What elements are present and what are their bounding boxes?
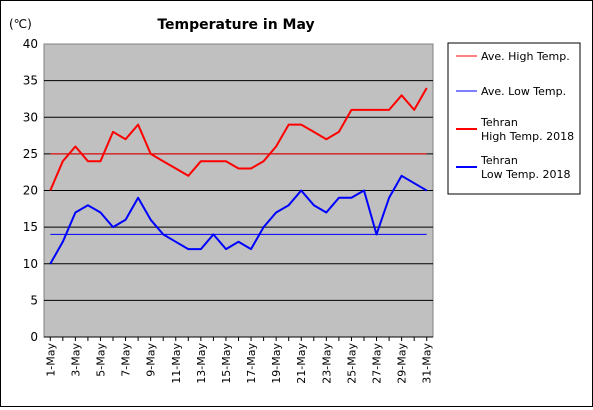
y-tick-label: 20 bbox=[23, 184, 38, 198]
y-tick-label: 40 bbox=[23, 37, 38, 51]
x-tick-label: 21-May bbox=[295, 343, 308, 384]
x-tick-label: 31-May bbox=[421, 343, 434, 384]
x-tick-label: 27-May bbox=[371, 343, 384, 384]
x-tick-label: 15-May bbox=[220, 343, 233, 384]
x-tick-label: 7-May bbox=[120, 343, 133, 377]
y-tick-label: 0 bbox=[30, 330, 38, 344]
legend-label-0: Ave. High Temp. bbox=[481, 50, 570, 63]
unit-label: (℃) bbox=[9, 17, 32, 31]
y-axis-ticks: 0 5 10 15 20 25 30 35 40 bbox=[23, 37, 38, 344]
x-axis-ticks: 1-May 3-May 5-May 7-May 9-May 11-May 13-May 15-… bbox=[44, 336, 434, 384]
y-tick-label: 35 bbox=[23, 74, 38, 88]
series-line-3 bbox=[49, 174, 428, 265]
legend-label-3: Tehran Low Temp. 2018 bbox=[480, 154, 570, 181]
x-tick-label: 9-May bbox=[145, 343, 158, 377]
legend-entries: Ave. High Temp. Ave. Low Temp. Tehran High … bbox=[456, 50, 574, 181]
y-tick-label: 10 bbox=[23, 257, 38, 271]
y-tick-label: 30 bbox=[23, 110, 38, 124]
series-line-2 bbox=[49, 87, 428, 191]
x-tick-label: 13-May bbox=[195, 343, 208, 384]
y-tick-label: 25 bbox=[23, 147, 38, 161]
x-tick-label: 19-May bbox=[270, 343, 283, 384]
x-tick-label: 1-May bbox=[44, 343, 57, 377]
legend-label-2: Tehran High Temp. 2018 bbox=[480, 116, 574, 143]
series-lines bbox=[49, 87, 428, 265]
legend-label-1: Ave. Low Temp. bbox=[481, 85, 566, 98]
y-tick-label: 15 bbox=[23, 220, 38, 234]
x-tick-label: 29-May bbox=[396, 343, 409, 384]
x-tick-label: 5-May bbox=[94, 343, 107, 377]
x-tick-label: 23-May bbox=[320, 343, 333, 384]
x-tick-label: 25-May bbox=[345, 343, 358, 384]
y-tick-label: 5 bbox=[30, 293, 38, 307]
x-tick-label: 3-May bbox=[69, 343, 82, 377]
x-tick-label: 17-May bbox=[245, 343, 258, 384]
x-tick-label: 11-May bbox=[170, 343, 183, 384]
legend bbox=[447, 42, 581, 195]
chart-title: Temperature in May bbox=[157, 17, 314, 33]
